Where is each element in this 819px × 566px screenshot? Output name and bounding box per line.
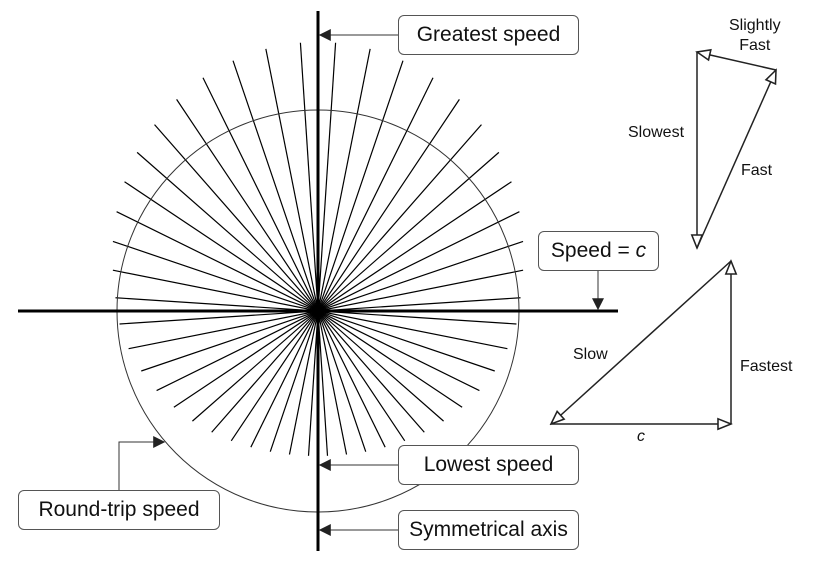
speed-ray — [288, 48, 371, 455]
speed-ray — [250, 77, 434, 448]
speed-c-symbol: c — [635, 239, 647, 262]
speed-ray — [230, 99, 460, 442]
round-trip-arrow — [118, 436, 166, 490]
speed-ray — [116, 211, 480, 392]
c-base-label: c — [637, 428, 645, 445]
speed-ray — [211, 124, 482, 433]
slow-vector — [551, 260, 732, 424]
round-trip-speed-box: Round-trip speed — [18, 490, 220, 530]
speed-ray — [112, 269, 508, 350]
speed-ray — [173, 181, 512, 408]
speed-ray — [265, 48, 348, 455]
speed-ray — [112, 240, 495, 372]
lowest-speed-box: Lowest speed — [398, 445, 579, 485]
fast-label: Fast — [741, 162, 773, 179]
speed-ray — [232, 60, 367, 452]
slightly-fast-line1: Slightly — [729, 17, 781, 34]
symmetrical-axis-label: Symmetrical axis — [409, 518, 568, 541]
slow-label: Slow — [573, 346, 608, 363]
speed-ray — [156, 211, 520, 392]
slowest-label: Slowest — [628, 124, 685, 141]
speed-ray — [307, 42, 337, 456]
round-trip-speed-label: Round-trip speed — [38, 498, 200, 521]
slightly-fast-line2: Fast — [739, 37, 771, 54]
greatest-speed-box: Greatest speed — [398, 15, 579, 55]
speed-ray — [176, 99, 406, 442]
speed-ray — [269, 60, 404, 452]
speed-ray — [141, 240, 524, 372]
speed-c-box: Speed = c — [538, 231, 659, 271]
speed-ray — [192, 151, 500, 422]
slightly-fast-vector — [697, 52, 777, 71]
speed-ray — [154, 124, 425, 433]
speed-ray — [299, 42, 329, 456]
slightly-fast-label: Slightly Fast — [729, 16, 781, 56]
greatest-speed-label: Greatest speed — [416, 23, 561, 46]
speed-ray — [202, 77, 386, 448]
lowest-speed-label: Lowest speed — [423, 453, 554, 476]
speed-ray — [124, 181, 463, 408]
fastest-label: Fastest — [740, 358, 793, 375]
speed-ray — [136, 151, 444, 422]
fast-vector — [696, 70, 776, 249]
speed-equals-label: Speed = — [550, 239, 630, 262]
symmetrical-axis-box: Symmetrical axis — [398, 510, 579, 550]
speed-ray — [128, 269, 524, 350]
